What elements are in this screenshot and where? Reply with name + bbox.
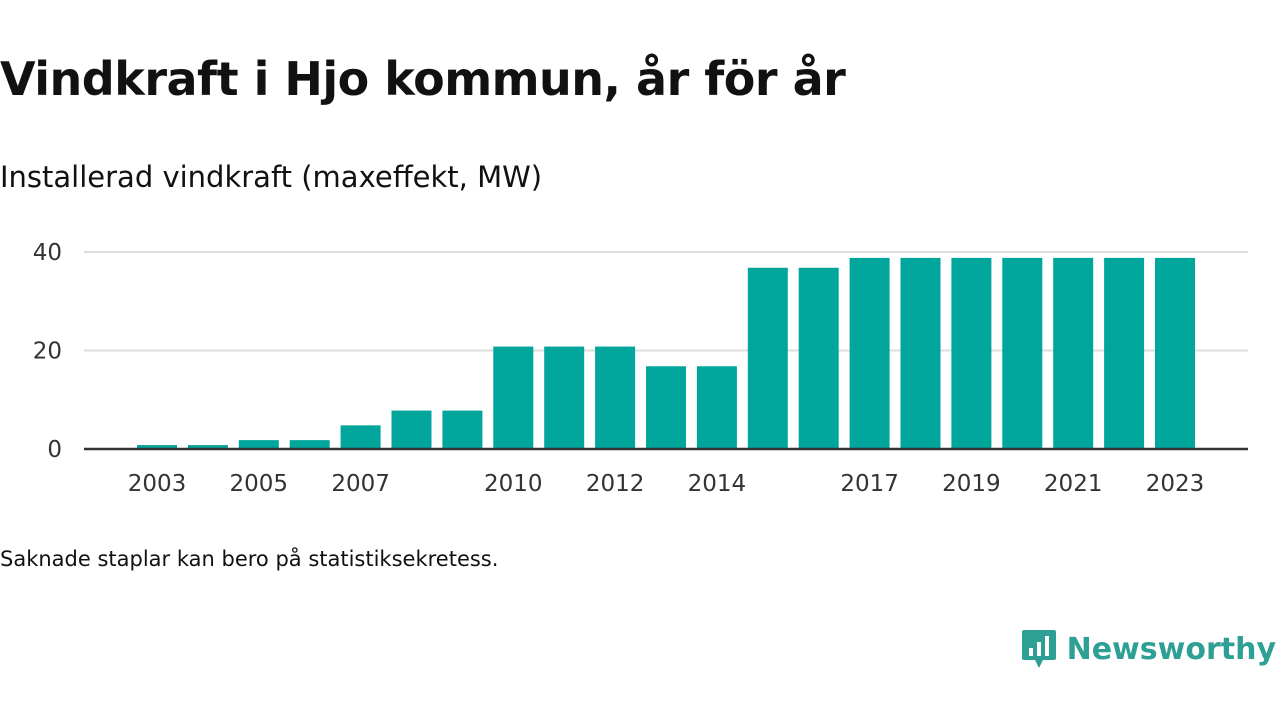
bar-2009 xyxy=(442,410,483,449)
chart-title: Vindkraft i Hjo kommun, år för år xyxy=(0,52,846,106)
newsworthy-chart-bubble-icon xyxy=(1021,630,1056,668)
footnote: Saknade staplar kan bero på statistiksek… xyxy=(0,547,499,571)
bar-2003 xyxy=(137,445,177,449)
x-tick-label: 2005 xyxy=(230,471,289,497)
bar-2013 xyxy=(646,366,686,449)
x-tick-label: 2012 xyxy=(586,471,645,497)
bar-2018 xyxy=(900,257,941,449)
bar-2020 xyxy=(1002,257,1043,449)
x-tick-label: 2023 xyxy=(1146,471,1205,497)
x-tick-label: 2019 xyxy=(942,471,1001,497)
x-tick-label: 2014 xyxy=(688,471,747,497)
newsworthy-logo: Newsworthy xyxy=(1021,628,1276,670)
chart-subtitle: Installerad vindkraft (maxeffekt, MW) xyxy=(0,160,543,194)
bars xyxy=(137,257,1195,449)
bar-2014 xyxy=(696,366,737,449)
bar-2015 xyxy=(747,267,788,449)
x-tick-label: 2010 xyxy=(484,471,543,497)
y-tick-label: 0 xyxy=(47,437,62,463)
bar-2008 xyxy=(391,410,432,449)
bar-2006 xyxy=(289,440,330,449)
y-tick-label: 40 xyxy=(33,240,62,266)
bar-2016 xyxy=(798,267,839,449)
x-tick-labels: 2003 2005 2007 2010 2012 2014 2017 2019 2021 2023 xyxy=(128,471,1205,497)
bar-2019 xyxy=(951,257,992,449)
bar-2011 xyxy=(544,346,585,449)
bar-2023 xyxy=(1155,257,1195,449)
x-tick-label: 2003 xyxy=(128,471,187,497)
x-tick-label: 2007 xyxy=(331,471,390,497)
logo-text: Newsworthy xyxy=(1066,631,1276,667)
bar-2022 xyxy=(1104,257,1145,449)
x-tick-label: 2021 xyxy=(1044,471,1103,497)
bar-2005 xyxy=(238,440,279,449)
x-tick-label: 2017 xyxy=(840,471,899,497)
bar-2007 xyxy=(340,425,381,449)
bar-2012 xyxy=(595,346,636,449)
y-tick-labels: 0 20 40 xyxy=(33,240,62,463)
bar-2017 xyxy=(849,257,890,449)
bar-2004 xyxy=(187,445,228,449)
y-tick-label: 20 xyxy=(33,339,62,365)
bar-2010 xyxy=(493,346,534,449)
bar-2021 xyxy=(1053,257,1094,449)
